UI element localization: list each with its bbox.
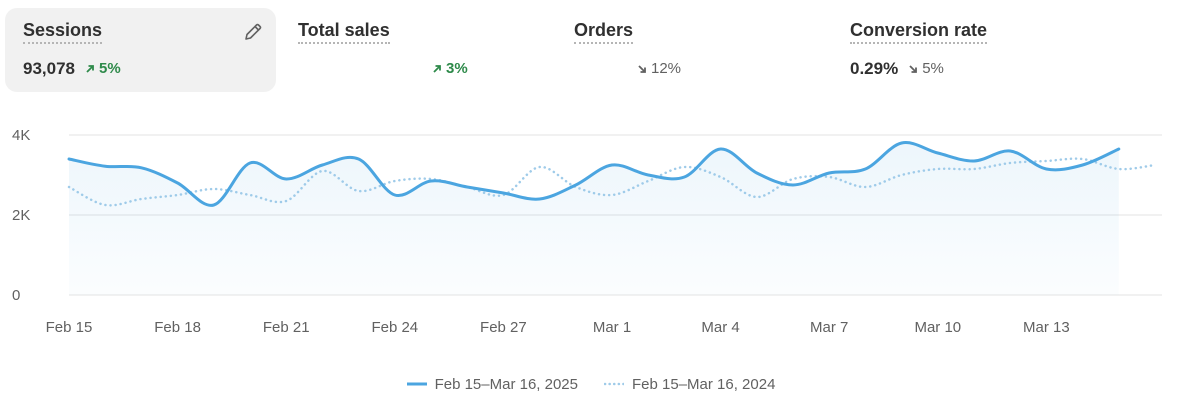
x-tick-label: Feb 24 [371,319,418,336]
x-tick-label: Mar 1 [593,319,631,336]
conversion-rate-value-row: 0.29% 5% [850,59,944,79]
x-tick-label: Mar 7 [810,319,848,336]
total-sales-delta-value: 3% [446,60,468,77]
x-tick-label: Feb 27 [480,319,527,336]
orders-title[interactable]: Orders [574,20,634,44]
series-lines [67,141,1157,295]
sessions-value-row: 93,078 5% [23,59,121,79]
legend-item-current[interactable]: Feb 15–Mar 16, 2025 [406,375,578,393]
arrow-up-right-icon [433,65,441,73]
conversion-rate-delta: 5% [908,59,944,79]
current-series-line [67,141,1121,207]
sessions-metric-card[interactable]: Sessions 93,078 5% [5,8,276,92]
y-tick-label: 4K [12,127,30,144]
x-tick-label: Mar 4 [701,319,739,336]
metrics-bar: Sessions 93,078 5% Total sales 3% Orders… [0,0,1182,100]
legend-solid-line-swatch [406,382,427,386]
arrow-up-right-icon [86,65,94,73]
y-tick-label: 2K [12,207,30,224]
chart-legend: Feb 15–Mar 16, 2025 Feb 15–Mar 16, 2024 [0,372,1182,396]
x-tick-label: Feb 18 [154,319,201,336]
sessions-title[interactable]: Sessions [23,20,103,44]
sessions-value: 93,078 [23,59,75,78]
orders-delta: 12% [637,59,681,79]
legend-current-label: Feb 15–Mar 16, 2025 [434,375,578,393]
x-axis-ticks: Feb 15 Feb 18 Feb 21 Feb 24 Feb 27 Mar 1 Mar 4… [46,319,1070,336]
arrow-down-right-icon [638,65,646,73]
conversion-rate-title[interactable]: Conversion rate [850,20,988,44]
total-sales-delta: 3% [432,59,468,79]
y-tick-label: 0 [12,287,20,304]
x-tick-label: Mar 10 [914,319,961,336]
legend-dotted-line-swatch [604,382,624,386]
arrow-down-right-icon [909,65,918,73]
pencil-icon [245,23,262,40]
legend-item-previous[interactable]: Feb 15–Mar 16, 2024 [604,376,775,393]
y-axis-ticks: 0 2K 4K [12,127,30,304]
current-series-area [69,142,1119,295]
x-tick-label: Mar 13 [1023,319,1070,336]
x-tick-label: Feb 21 [263,319,310,336]
x-tick-label: Feb 15 [46,319,93,336]
orders-delta-value: 12% [651,60,682,77]
conversion-rate-delta-value: 5% [922,60,944,77]
sessions-delta-value: 5% [99,60,121,77]
conversion-rate-value: 0.29% [850,59,899,78]
legend-previous-label: Feb 15–Mar 16, 2024 [632,375,776,393]
sessions-line-chart: 0 2K 4K Feb 15 Feb 18 Feb 21 Feb 24 Feb 27 Mar … [12,127,1162,336]
total-sales-title[interactable]: Total sales [298,20,390,44]
previous-series-line [67,157,1157,207]
edit-metrics-button[interactable] [241,20,265,44]
sessions-delta: 5% [85,59,121,79]
